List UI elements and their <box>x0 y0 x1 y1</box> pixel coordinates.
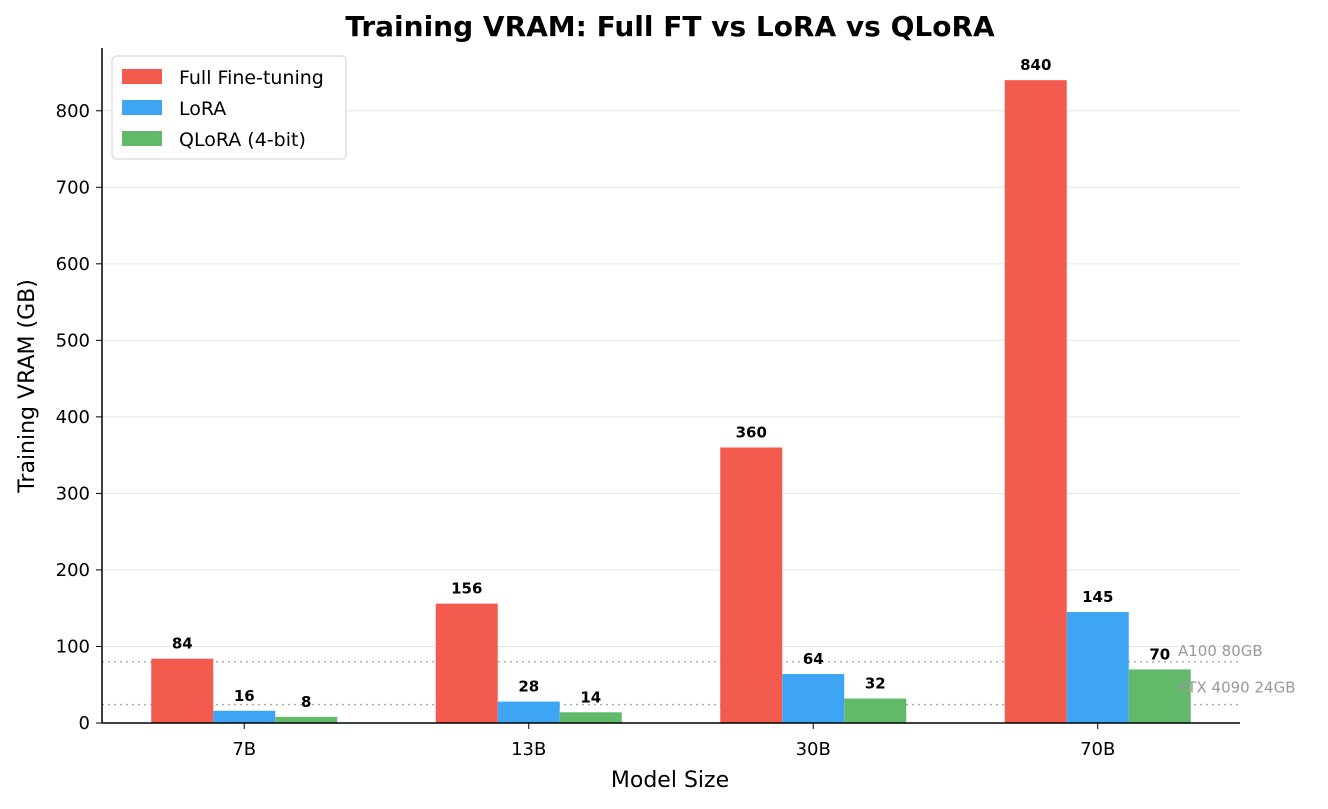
legend-box <box>111 55 347 160</box>
bar-full-fine-tuning-30b <box>720 447 783 723</box>
y-tick-label: 200 <box>56 560 90 581</box>
legend: Full Fine-tuning LoRA QLoRA (4-bit) <box>111 55 347 160</box>
bar-value-label: 70 <box>1149 645 1170 663</box>
y-tick-label: 300 <box>56 483 90 504</box>
x-tick-label: 7B <box>232 739 256 760</box>
bar-full-fine-tuning-70b <box>1004 80 1067 723</box>
x-tick-label: 70B <box>1080 739 1115 760</box>
x-axis-label: Model Size <box>611 768 729 793</box>
bars-layer <box>151 80 1191 723</box>
axes-layer <box>96 48 1240 729</box>
bar-value-label: 840 <box>1020 56 1051 74</box>
legend-label-lora: LoRA <box>179 98 226 120</box>
grid-layer <box>102 110 1240 724</box>
bar-value-label: 360 <box>736 423 767 441</box>
bar-full-fine-tuning-7b <box>151 658 214 723</box>
bar-lora-70b <box>1066 612 1129 723</box>
bar-value-label: 16 <box>234 687 255 705</box>
y-tick-label: 400 <box>56 407 90 428</box>
bar-lora-7b <box>213 710 276 723</box>
bar-value-label: 28 <box>518 678 539 696</box>
y-tick-label: 100 <box>56 636 90 657</box>
y-tick-label: 500 <box>56 330 90 351</box>
reference-label-a100-80gb: A100 80GB <box>1178 642 1263 660</box>
bar-value-label: 64 <box>803 650 824 668</box>
bar-qlora-4-bit-70b <box>1128 669 1191 723</box>
y-tick-label: 800 <box>56 101 90 122</box>
legend-label-full-fine-tuning: Full Fine-tuning <box>179 67 324 89</box>
legend-label-qlora: QLoRA (4-bit) <box>179 129 306 151</box>
legend-swatch-lora <box>122 100 162 115</box>
legend-swatch-qlora <box>122 131 162 146</box>
bar-value-label: 8 <box>301 693 311 711</box>
y-tick-label: 0 <box>79 713 90 734</box>
bar-lora-30b <box>782 674 845 723</box>
legend-swatch-full-fine-tuning <box>122 69 162 84</box>
bar-value-label: 145 <box>1082 588 1113 606</box>
bar-value-label: 14 <box>580 688 601 706</box>
bar-lora-13b <box>497 701 560 723</box>
x-tick-label: 13B <box>511 739 546 760</box>
bar-qlora-4-bit-13b <box>559 712 622 723</box>
bar-qlora-4-bit-30b <box>844 698 907 723</box>
reference-label-rtx-4090-24gb: RTX 4090 24GB <box>1178 679 1295 697</box>
bar-full-fine-tuning-13b <box>435 603 498 723</box>
y-tick-label: 700 <box>56 177 90 198</box>
x-tick-label: 30B <box>796 739 831 760</box>
bar-value-label: 32 <box>865 675 886 693</box>
y-axis-label: Training VRAM (GB) <box>15 279 40 494</box>
bar-qlora-4-bit-7b <box>275 716 338 723</box>
y-tick-label: 600 <box>56 254 90 275</box>
bar-value-label: 156 <box>451 580 482 598</box>
bar-value-label: 84 <box>172 635 193 653</box>
labels-layer: 0 100 200 300 400 500 600 700 800 A100 80GB RTX 40… <box>56 56 1296 760</box>
chart-title: Training VRAM: Full FT vs LoRA vs QLoRA <box>345 10 995 43</box>
